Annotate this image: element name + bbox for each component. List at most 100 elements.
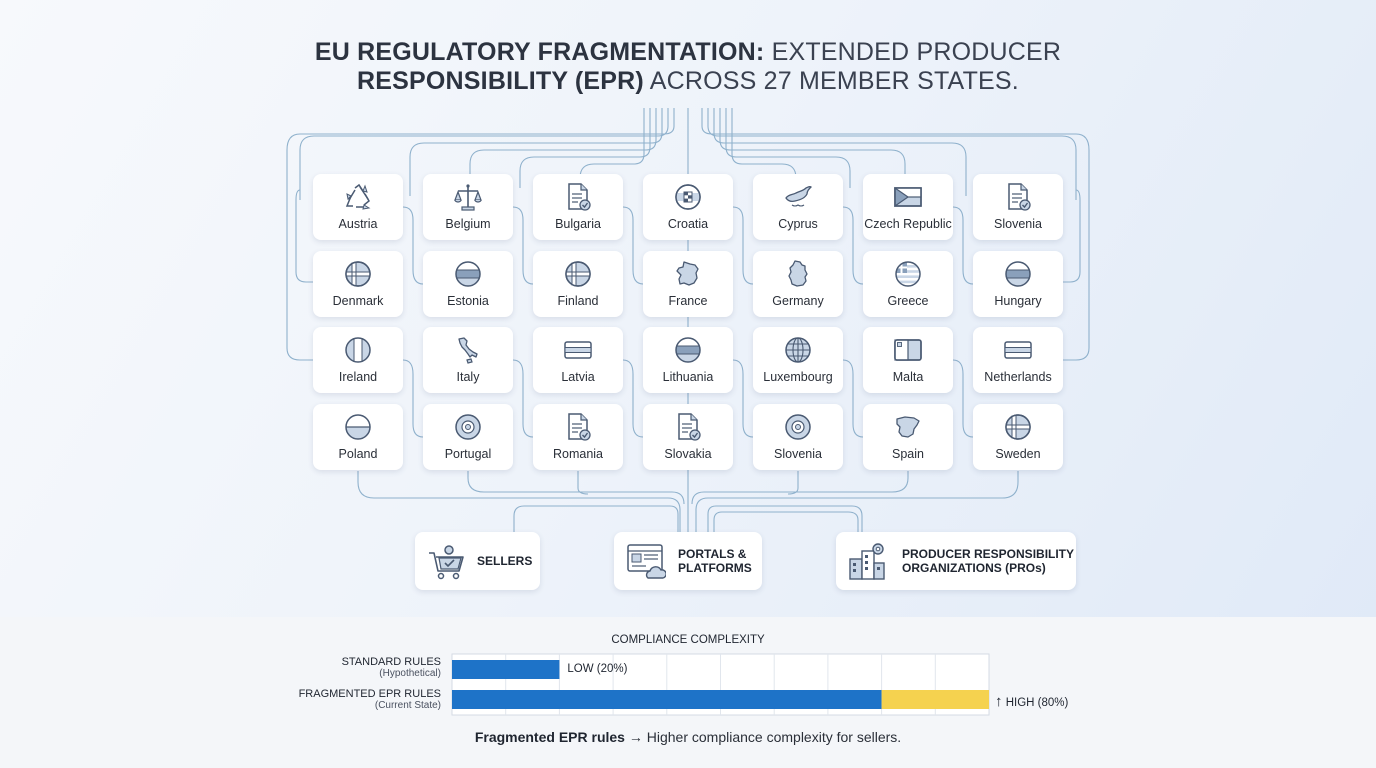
country-card: Ireland <box>313 327 403 393</box>
shopping-cart-person-icon <box>429 545 464 580</box>
country-card: France <box>643 251 733 317</box>
title-line1-bold: EU REGULATORY FRAGMENTATION: <box>314 38 765 66</box>
connector-line <box>701 108 1090 361</box>
pros-label: PRODUCER RESPONSIBILITY ORGANIZATIONS (P… <box>902 547 1074 575</box>
footer-bold: Fragmented EPR rules <box>474 729 625 745</box>
bar-annotation-low: LOW (20%) <box>567 663 628 675</box>
connector-line <box>1063 189 1081 283</box>
connector-line <box>512 359 534 438</box>
pros-line1: PRODUCER RESPONSIBILITY <box>902 547 1075 561</box>
bar-label-standard-main: STANDARD RULES <box>341 656 441 668</box>
document-check-icon <box>568 183 591 211</box>
country-label: Poland <box>338 447 378 461</box>
country-label: Slovenia <box>774 447 822 461</box>
connector-line <box>731 108 797 184</box>
connector-line <box>402 206 424 285</box>
connector-line <box>952 359 974 438</box>
country-label: France <box>668 294 708 308</box>
nordic-cross-flag-icon <box>565 261 591 287</box>
bar-label-standard-sub: (Hypothetical) <box>379 668 441 679</box>
document-check-icon <box>678 413 701 441</box>
connector-line <box>732 206 754 285</box>
emblem-flag-icon <box>785 414 811 440</box>
country-label: Italy <box>456 370 480 384</box>
recycle-icon <box>345 183 371 210</box>
tricolor-flag-icon <box>1005 261 1031 287</box>
bar-annotation-high: ↑ HIGH (80%) <box>995 693 1068 710</box>
stripe-flag-icon <box>1004 341 1032 359</box>
portals-platforms-label: PORTALS & PLATFORMS <box>678 547 752 575</box>
vertical-tricolor-flag-icon <box>345 337 371 363</box>
document-check-icon <box>568 413 591 441</box>
footer-caption: Fragmented EPR rules → Higher compliance… <box>0 729 1376 745</box>
country-card: Croatia <box>643 174 733 240</box>
bicolor-flag-icon <box>345 414 371 440</box>
country-label: Hungary <box>994 294 1042 308</box>
country-card: Luxembourg <box>753 327 843 393</box>
country-card: Italy <box>423 327 513 393</box>
country-label: Austria <box>338 217 378 231</box>
country-card: Spain <box>863 404 953 470</box>
factory-gear-icon <box>849 543 885 580</box>
pros-node: PRODUCER RESPONSIBILITY ORGANIZATIONS (P… <box>836 532 1076 590</box>
sellers-node: SELLERS <box>415 532 540 590</box>
connector-line <box>695 471 1019 532</box>
country-card: Poland <box>313 404 403 470</box>
country-card: Hungary <box>973 251 1063 317</box>
country-card: Lithuania <box>643 327 733 393</box>
country-card: Slovakia <box>643 404 733 470</box>
country-card: Sweden <box>973 404 1063 470</box>
stripe-flag-icon <box>564 341 592 359</box>
germany-map-icon <box>788 260 808 287</box>
scales-icon <box>454 184 482 211</box>
nordic-cross-flag-icon <box>1005 414 1031 440</box>
tricolor-flag-icon <box>675 337 701 363</box>
country-label: Ireland <box>338 370 378 384</box>
document-check-icon <box>1008 183 1031 211</box>
pros-line2: ORGANIZATIONS (PROs) <box>902 561 1046 575</box>
globe-icon <box>785 337 811 363</box>
country-card: Netherlands <box>973 327 1063 393</box>
country-label: Slovenia <box>994 217 1042 231</box>
country-label: Finland <box>557 294 599 308</box>
country-card: Finland <box>533 251 623 317</box>
connector-line <box>622 206 644 285</box>
country-card: Belgium <box>423 174 513 240</box>
country-card: Denmark <box>313 251 403 317</box>
tricolor-flag-icon <box>455 261 481 287</box>
country-label: Malta <box>892 370 924 384</box>
connector-line <box>842 206 864 285</box>
country-card: Czech Republic <box>863 174 953 240</box>
connector-line <box>519 108 651 188</box>
malta-flag-icon <box>894 339 922 361</box>
country-card: Cyprus <box>753 174 843 240</box>
country-label: Czech Republic <box>864 217 952 231</box>
country-card: Greece <box>863 251 953 317</box>
spain-map-icon <box>896 416 920 438</box>
title-line1-rest: EXTENDED PRODUCER <box>764 38 1062 66</box>
connector-line <box>713 511 859 532</box>
connector-line <box>707 108 1077 200</box>
country-label: Greece <box>887 294 929 308</box>
czech-flag-icon <box>894 186 922 208</box>
country-card: Slovenia <box>753 404 843 470</box>
country-card: Germany <box>753 251 843 317</box>
portals-line1: PORTALS & <box>678 547 747 561</box>
connector-line <box>842 359 864 438</box>
connector-line <box>713 108 967 196</box>
connector-line <box>513 505 679 532</box>
connector-line <box>622 359 644 438</box>
country-card: Slovenia <box>973 174 1063 240</box>
country-label: Belgium <box>445 217 491 231</box>
portals-platforms-node: PORTALS & PLATFORMS <box>614 532 762 590</box>
country-card: Austria <box>313 174 403 240</box>
country-card: Bulgaria <box>533 174 623 240</box>
bar-label-fragmented: FRAGMENTED EPR RULES (Current State) <box>299 688 441 711</box>
bar-label-fragmented-main: FRAGMENTED EPR RULES <box>298 688 441 700</box>
country-label: Latvia <box>561 370 595 384</box>
country-card: Portugal <box>423 404 513 470</box>
connector-line <box>512 206 534 285</box>
country-label: Spain <box>892 447 924 461</box>
connector-line <box>577 471 589 495</box>
